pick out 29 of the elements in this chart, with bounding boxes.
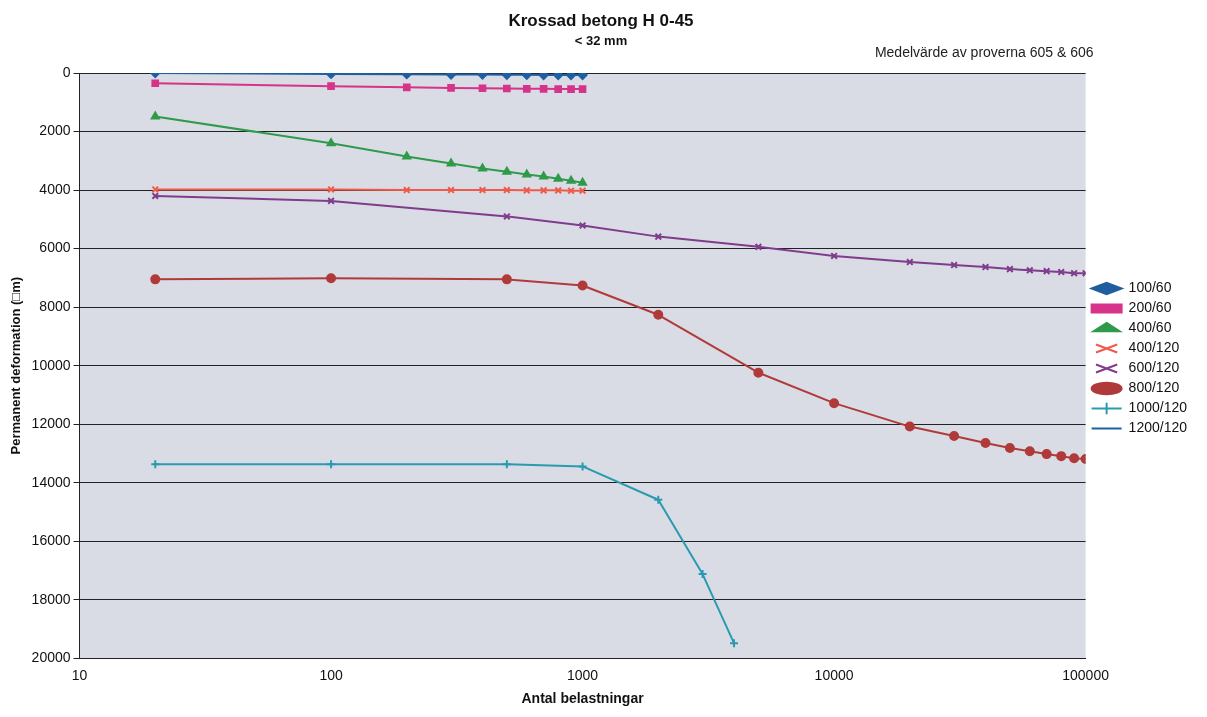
y-tick-label: 8000 (39, 298, 71, 315)
x-tick-label: 10000 (814, 666, 854, 683)
y-tick-label: 4000 (39, 180, 71, 197)
legend-label: 1000/120 (1128, 399, 1188, 416)
x-tick-label: 100 (319, 666, 343, 683)
y-tick-label: 12000 (31, 415, 71, 432)
legend-label: 400/60 (1128, 319, 1172, 336)
x-tick-label: 1000 (566, 666, 599, 683)
y-tick-label: 2000 (39, 122, 71, 139)
x-tick-label: 100000 (1062, 666, 1110, 683)
legend-label: 600/120 (1128, 359, 1180, 376)
chart-title: Krossad betong H 0-45 (508, 10, 694, 30)
y-tick-label: 18000 (31, 590, 71, 607)
x-tick-label: 10 (71, 666, 88, 683)
legend-label: 800/120 (1128, 379, 1180, 396)
legend-label: 400/120 (1128, 339, 1180, 356)
text: Medelvärde av proverna 605 & 606 (874, 44, 1094, 60)
y-tick-label: 6000 (39, 239, 71, 256)
y-tick-label: 0 (62, 63, 71, 80)
legend-label: 100/60 (1128, 279, 1172, 296)
y-tick-label: 16000 (31, 532, 71, 549)
legend-label: 200/60 (1128, 299, 1172, 316)
x-axis-title: Antal belastningar (521, 690, 645, 707)
y-axis-title: Permanent deformation (□m) (8, 276, 24, 455)
y-tick-label: 20000 (31, 649, 71, 666)
chart-subtitle: < 32 mm (574, 32, 628, 48)
legend-label: 1200/120 (1128, 419, 1188, 436)
y-tick-label: 10000 (31, 356, 71, 373)
y-tick-label: 14000 (31, 473, 71, 490)
